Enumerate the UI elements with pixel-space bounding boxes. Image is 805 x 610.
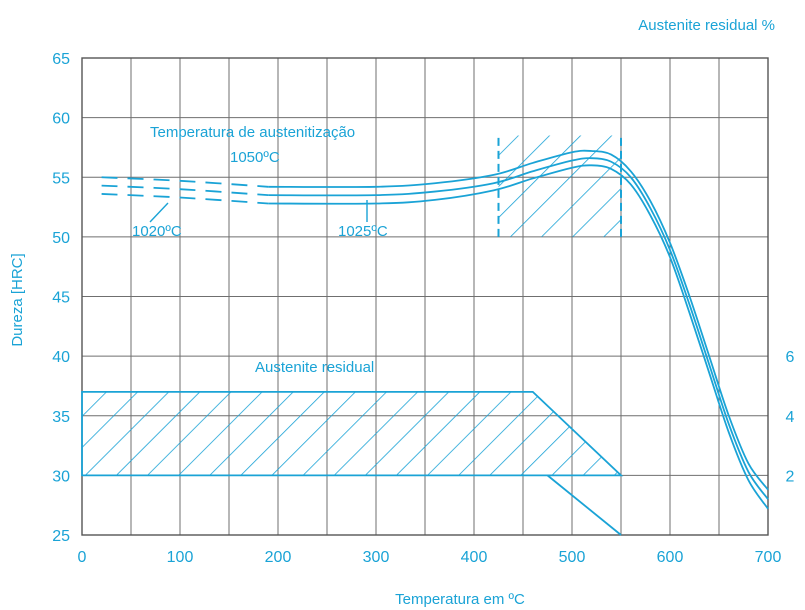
series-label-1050: 1050ºC bbox=[230, 149, 280, 166]
label-leader-1020 bbox=[149, 202, 169, 223]
x-tick-label: 700 bbox=[755, 549, 782, 566]
tick-labels: 0 100 200 300 400 500 600 700 25 30 35 40 45 50 55 60 65… bbox=[52, 51, 794, 566]
series-line-dashed-0 bbox=[101, 176, 269, 188]
hatched-regions bbox=[81, 135, 624, 536]
x-tick-label: 100 bbox=[167, 549, 194, 566]
series-line-dashed-2 bbox=[101, 193, 269, 205]
y2-axis-label: Austenite residual % bbox=[638, 17, 775, 34]
y2-tick-label: 2 bbox=[786, 468, 795, 485]
secondary-hardening-zone bbox=[498, 135, 621, 237]
y-axis-label: Dureza [HRC] bbox=[9, 253, 26, 346]
x-tick-label: 200 bbox=[265, 549, 292, 566]
austenite-band-annotation: Austenite residual bbox=[255, 359, 374, 376]
y-tick-label: 45 bbox=[52, 290, 70, 307]
series-line-1 bbox=[268, 157, 769, 500]
austenitization-annotation: Temperatura de austenitização bbox=[150, 124, 355, 141]
x-tick-label: 600 bbox=[657, 549, 684, 566]
austenite-residual-zone-outline bbox=[81, 390, 624, 477]
y-tick-label: 35 bbox=[52, 409, 70, 426]
series-line-2 bbox=[268, 164, 769, 510]
series-label-1025: 1025ºC bbox=[338, 223, 388, 240]
y-tick-label: 65 bbox=[52, 51, 70, 68]
austenite-residual-zone bbox=[82, 391, 621, 476]
x-tick-label: 0 bbox=[78, 549, 87, 566]
series-label-1020: 1020ºC bbox=[132, 223, 182, 240]
y-tick-label: 55 bbox=[52, 170, 70, 187]
y2-tick-label: 4 bbox=[786, 409, 795, 426]
x-tick-label: 300 bbox=[363, 549, 390, 566]
y-tick-label: 30 bbox=[52, 468, 70, 485]
x-tick-label: 400 bbox=[461, 549, 488, 566]
y-tick-label: 40 bbox=[52, 349, 70, 366]
x-axis-label: Temperatura em ºC bbox=[395, 591, 525, 608]
y2-tick-label: 6 bbox=[786, 349, 795, 366]
y-tick-label: 25 bbox=[52, 528, 70, 545]
y-tick-label: 60 bbox=[52, 111, 70, 128]
x-tick-label: 500 bbox=[559, 549, 586, 566]
series-lines bbox=[101, 149, 769, 510]
series-line-0 bbox=[268, 149, 769, 491]
y-tick-label: 50 bbox=[52, 230, 70, 247]
austenite-decay-line bbox=[546, 474, 622, 536]
plot-frame bbox=[81, 57, 769, 536]
series-line-dashed-1 bbox=[101, 184, 269, 197]
